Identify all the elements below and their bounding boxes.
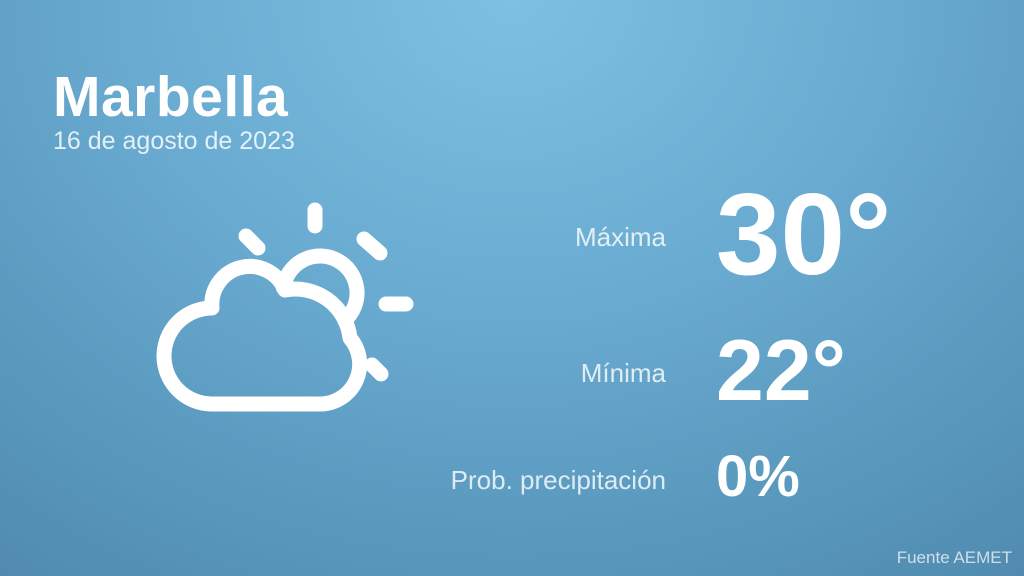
sun-behind-cloud-icon [150,190,450,430]
min-temp-label: Mínima [580,358,666,388]
precipitation-label: Prob. precipitación [450,465,666,495]
max-temp-value: 30° [716,169,892,299]
location-title: Marbella [53,65,289,129]
data-source-attribution: Fuente AEMET [896,548,1012,567]
forecast-date: 16 de agosto de 2023 [53,127,295,155]
min-temp-value: 22° [716,323,847,419]
precipitation-value: 0% [716,444,800,509]
max-temp-label: Máxima [574,222,666,252]
